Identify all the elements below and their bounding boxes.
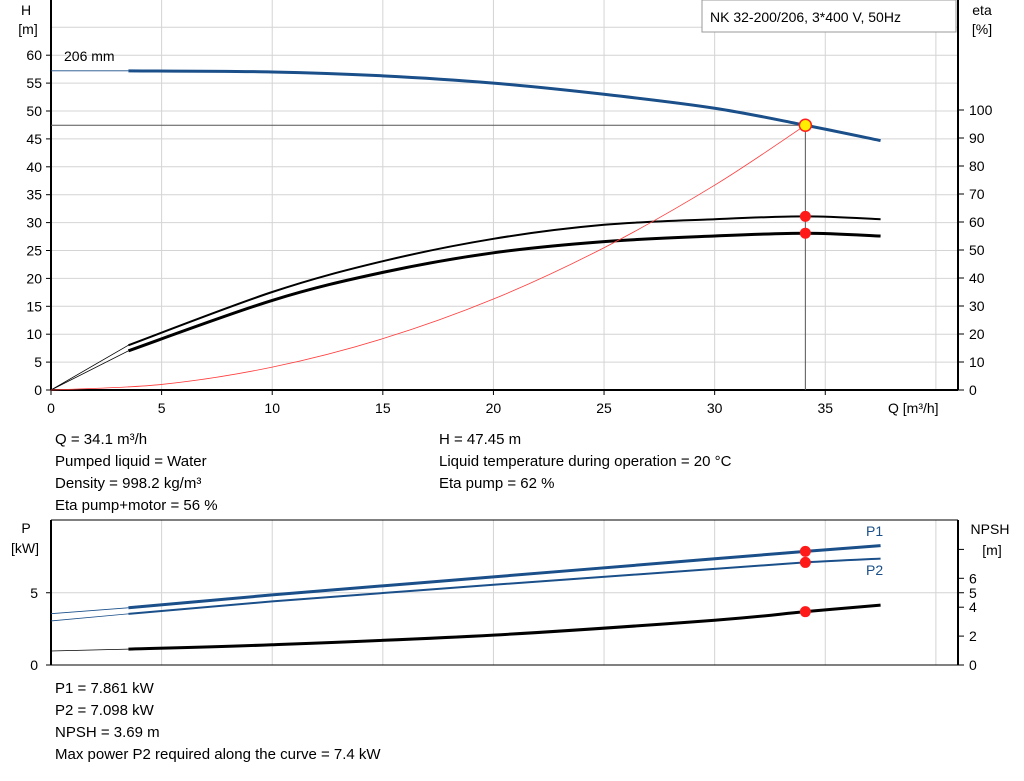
y-tick-label-left: 50 — [26, 103, 42, 119]
y-tick-label-left: 25 — [26, 243, 42, 259]
info-bottom: P1 = 7.861 kW P2 = 7.098 kW NPSH = 3.69 … — [55, 678, 381, 766]
x-tick-label: 15 — [375, 400, 391, 416]
duty-point-P1 — [799, 545, 811, 557]
info-eta-pump: Eta pump = 62 % — [439, 475, 555, 492]
y-tick-label-right: 50 — [969, 242, 985, 258]
curve-P1 — [128, 544, 881, 610]
y-tick-label-right: 6 — [969, 570, 977, 586]
y-tick-label-right: 10 — [969, 354, 985, 370]
y-tick-label-right: 60 — [969, 214, 985, 230]
y-tick-label-left: 55 — [26, 75, 42, 91]
info-npsh: NPSH = 3.69 m — [55, 724, 160, 741]
y-tick-label-left: 20 — [26, 270, 42, 286]
y-tick-label-left: 15 — [26, 298, 42, 314]
duty-point-head — [798, 118, 813, 132]
chart-title-box — [701, 0, 957, 33]
info-eta-pump-motor: Eta pump+motor = 56 % — [55, 497, 218, 514]
y-axis-label-right-unit: [%] — [972, 21, 992, 37]
curve-eta_pump — [128, 215, 881, 347]
y-axis-label-left: P — [21, 520, 30, 536]
info-p2: P2 = 7.098 kW — [55, 702, 154, 719]
y-tick-label-left: 0 — [34, 382, 42, 398]
y-tick-label-right: 20 — [969, 326, 985, 342]
y-tick-label-left: 5 — [30, 585, 38, 601]
info-p1: P1 = 7.861 kW — [55, 680, 154, 697]
y-axis-label-left-unit: [m] — [18, 21, 37, 37]
curve-extrapolation-eta_pump_motor — [50, 350, 129, 391]
curve-eta_pump_motor — [127, 231, 881, 353]
curve-extrapolation-P1 — [50, 607, 129, 615]
y-tick-label-left: 45 — [26, 131, 42, 147]
info-top-right: H = 47.45 m Liquid temperature during op… — [439, 429, 731, 495]
y-axis-label-left: H — [21, 2, 31, 18]
duty-point-eta-pump — [799, 210, 811, 222]
series-label-p1: P1 — [866, 523, 883, 539]
y-tick-label-left: 60 — [26, 47, 42, 63]
x-tick-label: 30 — [707, 400, 723, 416]
y-tick-label-left: 0 — [30, 657, 38, 673]
y-tick-label-left: 30 — [26, 215, 42, 231]
info-density: Density = 998.2 kg/m³ — [55, 475, 202, 492]
curve-extrapolation-eta_pump — [50, 344, 129, 391]
info-flow: Q = 34.1 m³/h — [55, 431, 148, 448]
x-tick-label: 25 — [596, 400, 612, 416]
curve-system_curve — [50, 124, 806, 391]
y-tick-label-left: 5 — [34, 354, 42, 370]
y-tick-label-right: 40 — [969, 270, 985, 286]
x-axis-label: Q [m³/h] — [888, 400, 939, 416]
curve-NPSH — [128, 603, 881, 651]
y-tick-label-right: 0 — [969, 657, 977, 673]
y-axis-label-right: eta — [972, 2, 992, 18]
x-tick-label: 35 — [817, 400, 833, 416]
y-axis-label-right-unit: [m] — [982, 542, 1001, 558]
duty-point-P2 — [799, 556, 811, 568]
y-tick-label-right: 90 — [969, 130, 985, 146]
curve-extrapolation-NPSH — [50, 648, 129, 652]
y-tick-label-left: 40 — [26, 159, 42, 175]
y-tick-label-left: 10 — [26, 326, 42, 342]
x-tick-label: 0 — [47, 400, 55, 416]
y-tick-label-right: 70 — [969, 186, 985, 202]
y-tick-label-right: 5 — [969, 585, 977, 601]
y-tick-label-right: 2 — [969, 628, 977, 644]
info-temperature: Liquid temperature during operation = 20… — [439, 453, 732, 470]
curve-H — [128, 69, 881, 143]
x-tick-label: 5 — [158, 400, 166, 416]
x-tick-label: 20 — [486, 400, 502, 416]
curve-extrapolation-P2 — [50, 613, 129, 622]
curve-label: 206 mm — [64, 48, 115, 64]
y-tick-label-left: 35 — [26, 187, 42, 203]
duty-point-NPSH — [799, 606, 811, 618]
y-axis-label-right: NPSH — [971, 521, 1010, 537]
info-head: H = 47.45 m — [439, 431, 522, 448]
y-tick-label-right: 4 — [969, 599, 977, 615]
info-top-left: Q = 34.1 m³/h Pumped liquid = Water Dens… — [55, 429, 218, 517]
chart-title: NK 32-200/206, 3*400 V, 50Hz — [710, 9, 901, 25]
info-max-power: Max power P2 required along the curve = … — [55, 746, 381, 763]
y-axis-label-left-unit: [kW] — [11, 540, 39, 556]
curve-P2 — [128, 557, 881, 615]
y-tick-label-right: 0 — [969, 382, 977, 398]
series-label-p2: P2 — [866, 562, 883, 578]
duty-point-eta-pump-motor — [799, 227, 811, 239]
info-liquid: Pumped liquid = Water — [55, 453, 207, 470]
y-tick-label-right: 30 — [969, 298, 985, 314]
x-tick-label: 10 — [264, 400, 280, 416]
y-tick-label-right: 80 — [969, 158, 985, 174]
y-tick-label-right: 100 — [969, 102, 993, 118]
